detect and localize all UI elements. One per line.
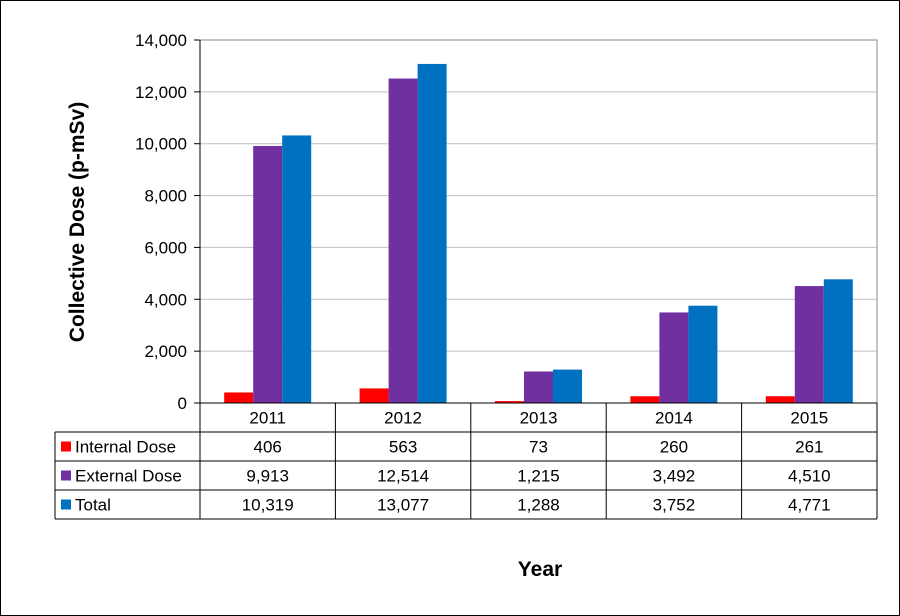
bar-internal-dose-2012 — [359, 388, 389, 403]
bar-external-dose-2014 — [659, 312, 689, 403]
x-tick-label: 2014 — [655, 409, 693, 428]
y-tick-label: 6,000 — [144, 238, 187, 257]
data-label: 9,913 — [246, 467, 289, 486]
data-label: 4,771 — [788, 496, 831, 515]
x-axis-label: Year — [518, 558, 562, 581]
x-tick-label: 2015 — [790, 409, 828, 428]
y-tick-label: 2,000 — [144, 342, 187, 361]
bar-total-2011 — [282, 135, 312, 404]
bar-internal-dose-2013 — [495, 401, 524, 403]
x-tick-label: 2012 — [384, 409, 422, 428]
y-tick-label: 4,000 — [144, 290, 187, 309]
y-tick-label: 12,000 — [135, 83, 187, 102]
data-label: 563 — [389, 438, 417, 457]
legend-key-external-dose — [61, 470, 71, 481]
bar-internal-dose-2014 — [630, 396, 660, 403]
data-table: 2011 2012 2013 2014 2015 Internal Dose 406 563 7… — [54, 402, 878, 520]
bar-external-dose-2013 — [524, 371, 553, 403]
data-label: 13,077 — [377, 496, 429, 515]
y-tick-label: 8,000 — [144, 187, 187, 206]
y-axis-ticks: 0 2,000 4,000 6,000 8,000 10,000 12,000 14,000 — [135, 31, 200, 413]
data-label: 3,752 — [653, 496, 696, 515]
data-label: 3,492 — [653, 467, 696, 486]
x-tick-label: 2011 — [249, 409, 286, 428]
bar-external-dose-2015 — [794, 286, 824, 403]
data-label: 73 — [529, 438, 548, 457]
legend-key-internal-dose — [61, 441, 71, 452]
legend-label: External Dose — [75, 467, 182, 486]
bar-total-2012 — [417, 63, 447, 404]
data-label: 406 — [254, 438, 282, 457]
bars — [224, 63, 853, 404]
data-label: 1,215 — [517, 467, 560, 486]
y-tick-label: 14,000 — [135, 31, 187, 50]
bar-internal-dose-2015 — [765, 396, 795, 403]
legend-key-total — [61, 499, 71, 510]
data-label: 260 — [660, 438, 688, 457]
bar-internal-dose-2011 — [224, 392, 254, 403]
data-label: 4,510 — [788, 467, 831, 486]
bar-external-dose-2011 — [253, 145, 283, 403]
data-label: 10,319 — [242, 496, 294, 515]
bar-total-2013 — [553, 369, 582, 403]
data-label: 1,288 — [517, 496, 560, 515]
y-tick-label: 0 — [178, 394, 187, 413]
y-tick-label: 10,000 — [135, 135, 187, 154]
legend-label: Internal Dose — [75, 438, 176, 457]
bar-total-2014 — [688, 305, 718, 403]
legend-label: Total — [75, 496, 111, 515]
x-tick-label: 2013 — [520, 409, 558, 428]
data-label: 12,514 — [377, 467, 429, 486]
bar-external-dose-2012 — [388, 78, 418, 404]
data-label: 261 — [795, 438, 823, 457]
y-axis-label: Collective Dose (p-mSv) — [66, 102, 89, 342]
bar-total-2015 — [823, 279, 853, 403]
